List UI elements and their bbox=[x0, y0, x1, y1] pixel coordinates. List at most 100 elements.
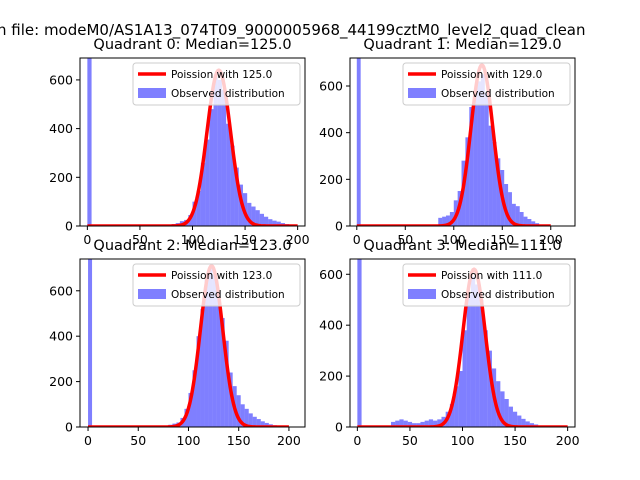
x-tick-label: 100 bbox=[442, 232, 466, 247]
y-tick-label: 0 bbox=[335, 420, 343, 435]
histogram-bar bbox=[488, 125, 493, 226]
x-tick-label: 50 bbox=[397, 232, 413, 247]
histogram-bar bbox=[504, 184, 509, 226]
histogram-bar bbox=[449, 212, 454, 226]
histogram-bar bbox=[454, 386, 459, 427]
histogram-bar bbox=[226, 123, 231, 226]
histogram-bar bbox=[458, 371, 463, 427]
poisson-fit-line bbox=[356, 63, 552, 226]
x-tick-label: 200 bbox=[277, 433, 301, 448]
legend-label-fit: Poission with 123.0 bbox=[171, 270, 272, 282]
histogram-bar bbox=[511, 203, 516, 226]
legend-bar-swatch bbox=[408, 289, 436, 299]
histogram-bar bbox=[504, 399, 509, 427]
x-tick-label: 0 bbox=[84, 433, 92, 448]
legend-label-fit: Poission with 125.0 bbox=[171, 69, 272, 81]
histogram-bar bbox=[196, 190, 201, 226]
histogram-bar bbox=[492, 142, 497, 226]
histogram-bar bbox=[256, 419, 261, 427]
legend-label-fit: Poission with 129.0 bbox=[441, 69, 542, 81]
x-tick-label: 150 bbox=[227, 433, 251, 448]
histogram-bar bbox=[403, 420, 408, 427]
histogram-bar bbox=[399, 419, 404, 427]
y-tick-label: 400 bbox=[49, 329, 73, 344]
histogram-bar bbox=[438, 217, 443, 226]
y-tick-label: 200 bbox=[49, 170, 73, 185]
legend-label-observed: Observed distribution bbox=[441, 88, 555, 100]
histogram-bar bbox=[213, 77, 218, 226]
histogram-bar bbox=[480, 74, 485, 226]
histogram-bar bbox=[496, 158, 501, 226]
legend-label-observed: Observed distribution bbox=[171, 88, 285, 100]
x-tick-label: 50 bbox=[402, 433, 418, 448]
panel-title: Quadrant 0: Median=125.0 bbox=[93, 37, 291, 53]
quadrant-0-panel: 0 50 100 150 200 0 200 400 600 Quadrant 0: Median… bbox=[49, 37, 309, 247]
x-tick-label: 150 bbox=[233, 232, 257, 247]
histogram-bar bbox=[475, 284, 480, 427]
histogram-bar bbox=[205, 139, 210, 226]
x-tick-label: 150 bbox=[490, 232, 514, 247]
histogram-bar bbox=[204, 279, 209, 427]
histogram-bar bbox=[508, 192, 512, 226]
histogram-bar bbox=[196, 336, 201, 427]
histogram-bar bbox=[487, 350, 492, 427]
legend: Poission with 129.0 Observed distribution bbox=[402, 62, 571, 106]
histogram-bar bbox=[525, 421, 530, 427]
histogram-bar bbox=[248, 413, 253, 427]
legend-box bbox=[132, 62, 301, 106]
y-tick-label: 600 bbox=[49, 72, 73, 87]
histogram-bar bbox=[527, 219, 532, 226]
histogram-bar bbox=[479, 299, 484, 427]
histogram-bar bbox=[236, 395, 241, 427]
legend-box bbox=[402, 62, 571, 106]
legend-label-observed: Observed distribution bbox=[441, 289, 555, 301]
histogram-bar bbox=[88, 259, 93, 427]
histogram-bar bbox=[477, 81, 481, 226]
y-tick-label: 200 bbox=[49, 374, 73, 389]
histogram-bar bbox=[433, 420, 438, 427]
histogram-bar bbox=[192, 370, 197, 427]
x-tick-label: 50 bbox=[130, 433, 146, 448]
histogram-bar bbox=[356, 58, 361, 226]
histogram-bar bbox=[424, 420, 429, 427]
legend-box bbox=[132, 263, 301, 307]
x-tick-label: 150 bbox=[503, 433, 527, 448]
histogram-bar bbox=[216, 290, 221, 427]
poisson-fit-line bbox=[356, 267, 569, 427]
panel-title: Quadrant 1: Median=129.0 bbox=[363, 37, 561, 53]
histogram-bar bbox=[217, 79, 222, 226]
histogram-bar bbox=[531, 221, 536, 226]
histogram-bar bbox=[259, 213, 264, 226]
x-tick-label: 200 bbox=[286, 232, 310, 247]
x-tick-label: 100 bbox=[177, 433, 201, 448]
histogram-bar bbox=[428, 419, 434, 427]
histogram-bar bbox=[276, 221, 281, 226]
histogram-bar bbox=[192, 201, 197, 226]
x-tick-label: 200 bbox=[539, 232, 563, 247]
histogram-bar bbox=[272, 220, 277, 226]
histogram-bar bbox=[523, 216, 528, 226]
histogram-bar bbox=[268, 219, 273, 226]
histogram-bar bbox=[473, 95, 478, 226]
x-tick-label: 100 bbox=[181, 232, 205, 247]
histogram-bar bbox=[234, 167, 239, 226]
x-tick-label: 0 bbox=[353, 433, 361, 448]
histogram-bar bbox=[263, 216, 269, 226]
legend-box bbox=[402, 263, 571, 307]
histogram-bar bbox=[484, 93, 489, 226]
histogram-bar bbox=[228, 372, 233, 427]
panel-title: Quadrant 3: Median=111.0 bbox=[363, 238, 561, 254]
histogram-bar bbox=[200, 308, 205, 427]
histogram-bar bbox=[240, 404, 245, 427]
histogram-bar bbox=[407, 421, 413, 427]
histogram-bar bbox=[470, 276, 476, 427]
y-tick-label: 400 bbox=[319, 318, 343, 333]
histogram-bar bbox=[442, 216, 447, 226]
legend-bar-swatch bbox=[138, 289, 166, 299]
histogram-bar bbox=[449, 404, 455, 427]
y-tick-label: 0 bbox=[65, 219, 73, 234]
panel-title: Quadrant 2: Median=123.0 bbox=[93, 238, 291, 254]
histogram-bar bbox=[188, 392, 193, 427]
legend: Poission with 111.0 Observed distribution bbox=[402, 263, 571, 307]
histogram-bar bbox=[437, 419, 442, 427]
